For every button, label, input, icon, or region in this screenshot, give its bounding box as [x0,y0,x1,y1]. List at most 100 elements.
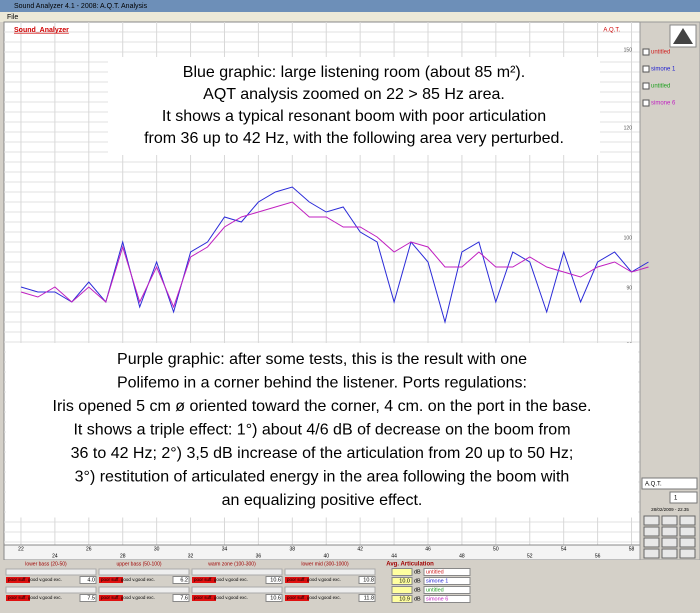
value-box [358,594,376,602]
note-line: It shows a typical resonant boom with po… [162,108,546,125]
empty-row [98,586,190,594]
note-line: AQT analysis zoomed on 22 > 85 Hz area. [203,86,505,103]
empty-row [284,586,376,594]
x-tick-label: 22 [18,546,24,552]
grade-bar [6,577,30,583]
grade-value: 7.6 [180,595,188,601]
grade-bar [285,577,309,583]
tool-button[interactable] [661,548,678,559]
legend-checkbox[interactable] [642,48,650,56]
avg-name-box [423,577,471,585]
x-tick-label: 42 [357,546,363,552]
x-tick-label: 44 [391,553,397,559]
tool-button[interactable] [643,537,660,548]
date-text: 28/02/2009 - 22.35 [651,507,689,512]
avg-name-box [423,595,471,603]
grade-value: 10.8 [363,577,374,583]
x-tick-label: 56 [595,553,601,559]
legend-label: untitled [651,84,670,90]
x-tick-label: 46 [425,546,431,552]
x-tick-label: 24 [52,553,58,559]
plot-header: Sound_Analyzer [14,27,69,34]
empty-row [284,568,376,576]
grade-value: 11.8 [364,595,374,601]
legend-checkbox[interactable] [642,65,650,73]
right-label: 90 [626,285,632,291]
grade-scale: poor suff. good v.good exc. [287,577,341,582]
value-box [265,576,283,584]
grade-scale: poor suff. good v.good exc. [194,577,248,582]
x-tick-label: 52 [527,553,533,559]
x-tick-label: 48 [459,553,465,559]
tool-button[interactable] [679,548,696,559]
avg-box [391,586,413,594]
note-box [6,343,638,518]
grade-bar [99,577,123,583]
trace [20,201,649,309]
note-line: 3°) restitution of articulated energy in… [75,468,570,485]
tool-button[interactable] [643,526,660,537]
note-line: Blue graphic: large listening room (abou… [183,64,525,81]
x-tick-label: 58 [629,546,635,552]
x-tick-label: 30 [154,546,160,552]
tool-button[interactable] [679,526,696,537]
x-tick-label: 26 [86,546,92,552]
value-box [358,576,376,584]
empty-row [98,568,190,576]
grade-bar [99,595,123,601]
x-tick-label: 40 [323,553,329,559]
title-bar [0,0,700,12]
avg-unit: dB [414,596,421,602]
group-title: upper bass (50-100) [116,561,161,567]
note-line: Purple graphic: after some tests, this i… [117,351,527,368]
avg-name-box [423,586,471,594]
grade-scale: poor suff. good v.good exc. [101,595,155,600]
combo-text: A.Q.T. [645,482,662,488]
tool-button[interactable] [679,537,696,548]
legend-label: simone 6 [651,101,676,107]
value-box [265,594,283,602]
x-tick-label: 32 [188,553,194,559]
x-axis-strip [3,544,641,561]
empty-row [191,586,283,594]
avg-unit: dB [414,587,421,593]
avg-name: simone 1 [426,578,448,584]
menu-file[interactable]: File [7,14,18,21]
spin-box[interactable] [669,491,698,504]
combo-box[interactable] [641,477,698,490]
tool-button[interactable] [643,548,660,559]
legend-label: simone 1 [651,67,676,73]
x-tick-label: 34 [222,546,228,552]
side-panel [639,21,700,561]
legend-checkbox[interactable] [642,82,650,90]
tool-button[interactable] [661,515,678,526]
avg-unit: dB [414,578,421,584]
avg-unit: dB [414,569,421,575]
avg-box [391,577,413,585]
legend-checkbox[interactable] [642,99,650,107]
note-line: an equalizing positive effect. [222,492,423,509]
note-line: Iris opened 5 cm ø oriented toward the c… [53,398,592,415]
tool-button[interactable] [661,537,678,548]
grade-bar [192,577,216,583]
tool-button[interactable] [679,515,696,526]
x-tick-label: 54 [561,546,567,552]
grade-scale: poor suff. good v.good exc. [8,577,62,582]
right-label: 150 [624,47,633,53]
right-label: 100 [624,235,633,241]
avg-value: 10.9 [399,596,410,602]
tool-button[interactable] [661,526,678,537]
avg-name: untitled [426,569,444,575]
grade-scale: poor suff. good v.good exc. [287,595,341,600]
window-title: Sound Analyzer 4.1 - 2008: A.Q.T. Analys… [14,3,148,10]
value-box [79,576,97,584]
group-title: warm zone (100-300) [208,561,256,567]
tool-button[interactable] [643,515,660,526]
value-box [172,576,190,584]
grade-value: 10.6 [270,577,281,583]
grade-value: 4.0 [87,577,95,583]
note-box [108,57,600,155]
empty-row [5,568,97,576]
